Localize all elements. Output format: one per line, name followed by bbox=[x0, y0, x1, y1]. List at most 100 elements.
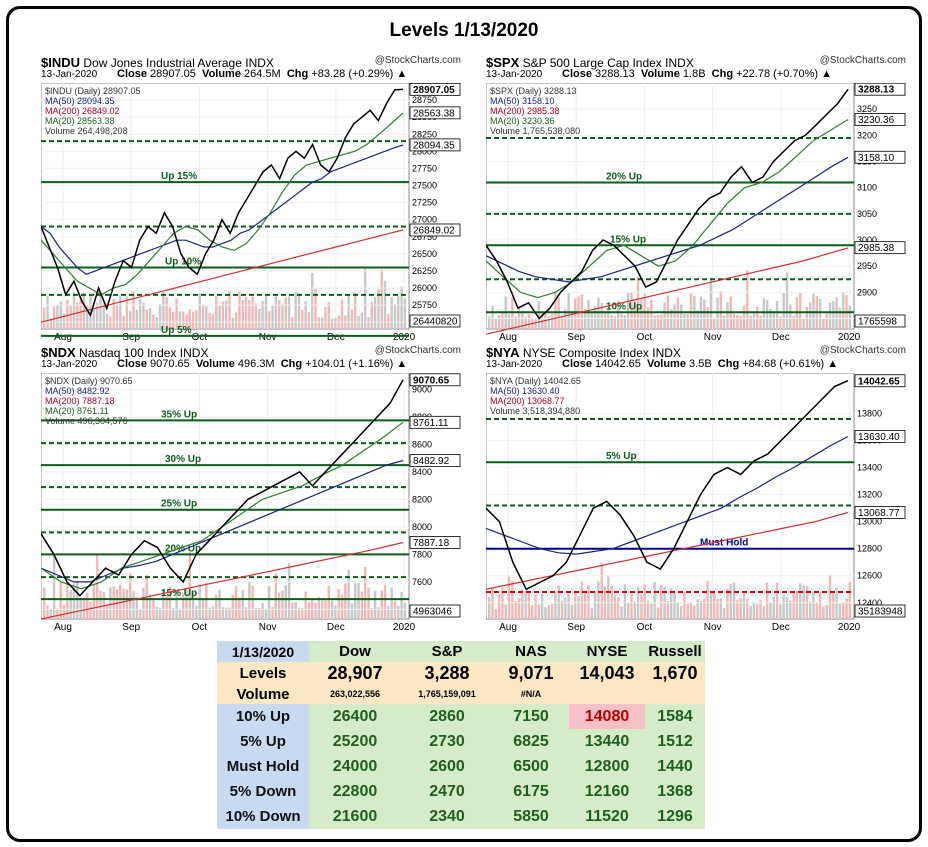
volume-bar bbox=[779, 604, 782, 619]
volume-bar bbox=[228, 291, 231, 329]
volume-bar bbox=[610, 315, 613, 329]
volume-bar bbox=[145, 309, 148, 329]
table-row-label: 5% Up bbox=[217, 729, 309, 754]
volume-bar bbox=[600, 302, 603, 329]
volume-bar bbox=[812, 592, 815, 619]
volume-bar bbox=[590, 312, 593, 329]
volume-bar bbox=[497, 594, 501, 619]
volume-bar bbox=[231, 318, 235, 329]
volume-bar bbox=[403, 298, 407, 329]
y-tick-label: 7600 bbox=[412, 577, 432, 587]
volume-bar bbox=[501, 311, 504, 329]
x-tick-label: 2020 bbox=[393, 622, 416, 633]
volume-bar bbox=[188, 552, 191, 619]
volume-bar bbox=[254, 303, 258, 329]
volume-bar bbox=[198, 293, 201, 329]
volume-bar bbox=[370, 302, 373, 329]
volume-bar bbox=[370, 608, 373, 619]
ma200-line bbox=[486, 247, 849, 335]
volume-bar bbox=[320, 317, 324, 329]
x-tick-label: Aug bbox=[499, 622, 517, 633]
legend-entry: MA(20) 28563.38 bbox=[45, 116, 115, 126]
table-cell: 263,022,556 bbox=[309, 684, 401, 704]
stockcharts-watermark: @StockCharts.com bbox=[819, 345, 906, 356]
chart-date: 13-Jan-2020 bbox=[41, 69, 98, 80]
volume-bar bbox=[521, 589, 524, 619]
x-tick-label: Nov bbox=[704, 622, 722, 633]
volume-bar bbox=[630, 292, 633, 329]
volume-bar bbox=[587, 300, 590, 329]
volume-bar bbox=[327, 302, 330, 329]
value-tag bbox=[854, 430, 906, 443]
table-cell: 21600 bbox=[309, 804, 401, 829]
volume-bar bbox=[785, 272, 789, 329]
volume-bar bbox=[597, 581, 600, 619]
stockcharts-watermark: @StockCharts.com bbox=[374, 345, 461, 356]
volume-bar bbox=[347, 569, 350, 619]
volume-bar bbox=[234, 312, 238, 329]
volume-bar bbox=[663, 302, 666, 329]
level-label: 20% Up bbox=[165, 543, 201, 554]
legend-entry: MA(200) 26849.02 bbox=[45, 106, 120, 116]
table-cell: 24000 bbox=[309, 754, 401, 779]
x-tick-label: 2020 bbox=[393, 332, 416, 343]
y-tick-label: 13400 bbox=[857, 463, 882, 473]
volume-bar bbox=[119, 584, 122, 619]
table-cell bbox=[645, 684, 705, 704]
chart-panel-indu: $INDU Dow Jones Industrial Average INDX @… bbox=[41, 55, 461, 345]
volume-bar bbox=[838, 603, 842, 619]
volume-bar bbox=[307, 312, 311, 329]
ma200-line bbox=[486, 511, 849, 590]
volume-bar bbox=[168, 307, 172, 329]
y-tick-label: 26250 bbox=[412, 266, 437, 276]
y-tick-label: 28750 bbox=[412, 95, 437, 105]
volume-bar bbox=[52, 555, 56, 619]
volume-bar bbox=[314, 287, 317, 329]
volume-bar bbox=[557, 585, 560, 619]
volume-bar bbox=[129, 311, 132, 329]
volume-bar bbox=[574, 590, 577, 619]
volume-bar bbox=[775, 582, 779, 619]
volume-bar bbox=[646, 600, 650, 619]
volume-bar bbox=[72, 583, 76, 619]
volume-bar bbox=[699, 600, 703, 619]
volume-bar bbox=[742, 591, 746, 619]
chart-date: 13-Jan-2020 bbox=[486, 359, 543, 370]
volume-bar bbox=[175, 591, 178, 619]
chart-quote: Close 14042.65 Volume 3.5B Chg +84.68 (+… bbox=[562, 358, 839, 370]
volume-bar bbox=[759, 315, 762, 329]
volume-bar bbox=[789, 600, 792, 619]
volume-bar bbox=[228, 607, 231, 619]
volume-bar bbox=[689, 293, 693, 329]
volume-bar bbox=[251, 296, 254, 329]
table-header-sp: S&P bbox=[401, 641, 493, 662]
table-header-date: 1/13/2020 bbox=[217, 641, 309, 662]
stockcharts-watermark: @StockCharts.com bbox=[374, 55, 461, 66]
table-cell: 25200 bbox=[309, 729, 401, 754]
volume-bar bbox=[363, 566, 367, 619]
volume-bar bbox=[72, 292, 76, 329]
table-cell: 9,071 bbox=[493, 662, 569, 684]
page-title: Levels 1/13/2020 bbox=[389, 20, 539, 41]
volume-bar bbox=[172, 608, 175, 619]
volume-bar bbox=[822, 318, 825, 329]
y-tick-label: 3050 bbox=[857, 209, 877, 219]
volume-bar bbox=[208, 313, 211, 329]
value-tag-label: 13630.40 bbox=[858, 432, 900, 443]
volume-bar bbox=[848, 305, 852, 329]
volume-bar bbox=[696, 599, 699, 619]
y-tick-label: 3250 bbox=[857, 104, 877, 114]
volume-bar bbox=[344, 583, 347, 619]
volume-bar bbox=[135, 309, 139, 329]
volume-bar bbox=[660, 585, 663, 619]
volume-bar bbox=[703, 598, 706, 619]
volume-bar bbox=[211, 313, 215, 329]
volume-bar bbox=[623, 315, 627, 329]
y-tick-label: 26000 bbox=[412, 283, 437, 293]
table-cell: 2470 bbox=[401, 779, 493, 804]
volume-bar bbox=[517, 598, 521, 619]
volume-bar bbox=[387, 606, 390, 619]
volume-bar bbox=[547, 605, 550, 619]
volume-bar bbox=[129, 573, 132, 619]
value-tag-label: 1765598 bbox=[858, 317, 897, 328]
